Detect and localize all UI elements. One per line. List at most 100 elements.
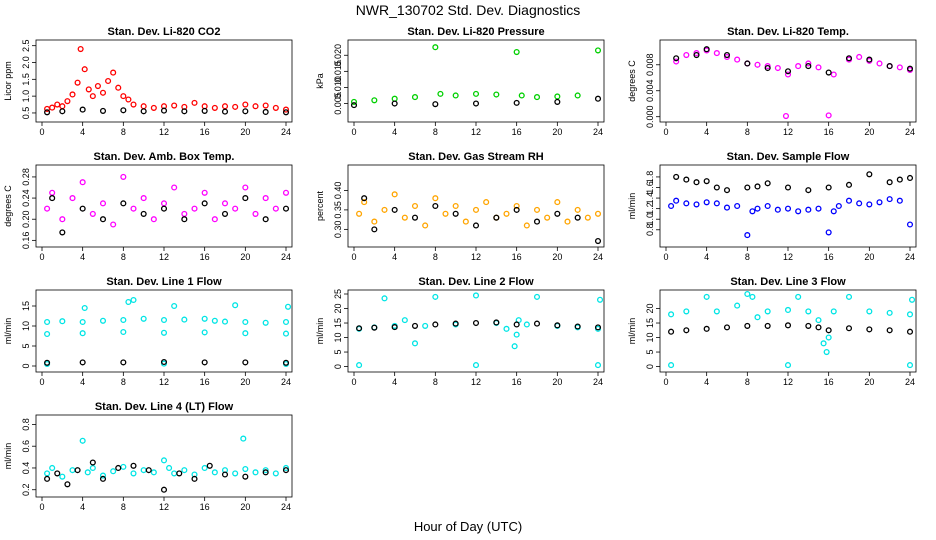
data-point <box>282 467 290 474</box>
data-point <box>160 358 168 366</box>
x-tick-label: 0 <box>351 127 356 137</box>
panel-3: Stan. Dev. Li-820 Temp. degrees C 0 4 8 12 16 2… <box>627 26 917 137</box>
data-point <box>544 214 551 221</box>
data-point <box>171 302 178 310</box>
data-point <box>825 327 832 334</box>
data-point <box>518 92 525 99</box>
y-tick-label: 1.2 <box>645 202 655 215</box>
data-point <box>181 467 188 474</box>
x-tick-label: 24 <box>281 502 291 512</box>
data-point <box>866 201 873 208</box>
data-point <box>845 325 853 332</box>
series-black <box>668 322 914 335</box>
data-point <box>99 472 107 479</box>
data-point <box>206 462 213 469</box>
data-point <box>906 328 914 335</box>
data-point <box>749 208 756 215</box>
data-point <box>145 467 152 474</box>
data-point <box>181 216 188 223</box>
data-point <box>823 348 830 356</box>
data-point <box>452 92 459 99</box>
panel-6: Stan. Dev. Sample Flow ml/min 0 4 8 12 16 20 24 0… <box>627 151 917 262</box>
data-point <box>242 195 249 202</box>
data-point <box>391 206 398 213</box>
y-tick-label: 15 <box>333 318 343 328</box>
data-point <box>89 210 96 217</box>
data-point <box>81 304 88 312</box>
x-tick-label: 16 <box>512 127 522 137</box>
data-point <box>795 293 802 300</box>
y-tick-label: 2.5 <box>21 39 31 52</box>
data-point <box>110 468 117 475</box>
y-tick-label: 0.35 <box>333 201 343 219</box>
data-point <box>99 89 107 96</box>
panel-title: Stan. Dev. Li-820 CO2 <box>108 26 221 38</box>
data-point <box>668 202 675 210</box>
data-point <box>59 216 66 223</box>
x-tick-label: 0 <box>663 377 668 387</box>
x-tick-label: 24 <box>281 252 291 262</box>
data-point <box>232 470 239 477</box>
data-point <box>262 319 269 326</box>
data-point <box>361 195 368 202</box>
data-point <box>503 325 510 332</box>
data-point <box>784 68 792 75</box>
data-point <box>242 466 249 473</box>
data-point <box>594 362 602 369</box>
data-point <box>69 195 76 202</box>
data-point <box>272 205 279 212</box>
y-axis-label: ml/min <box>627 318 637 345</box>
y-axis-label: kPa <box>315 73 325 89</box>
data-point <box>554 93 561 100</box>
data-point <box>866 171 873 178</box>
data-point <box>908 296 916 303</box>
data-point <box>211 469 218 476</box>
data-point <box>764 180 771 187</box>
data-point <box>181 210 188 217</box>
data-point <box>815 205 822 212</box>
data-point <box>411 202 419 210</box>
data-point <box>906 362 914 369</box>
data-point <box>596 296 604 303</box>
data-point <box>89 93 96 100</box>
data-point <box>79 359 86 366</box>
data-point <box>594 238 602 245</box>
y-tick-label: 1.4 <box>645 192 655 205</box>
series-black <box>350 95 602 109</box>
data-point <box>201 200 208 207</box>
data-point <box>211 104 218 111</box>
data-point <box>371 97 378 104</box>
data-point <box>764 63 771 70</box>
x-tick-label: 12 <box>159 127 169 137</box>
data-point <box>89 464 96 472</box>
data-point <box>221 103 229 110</box>
data-point <box>59 229 66 236</box>
data-point <box>754 183 761 190</box>
data-point <box>805 187 812 194</box>
y-axis-label: ml/min <box>3 443 13 470</box>
x-tick-label: 8 <box>121 252 126 262</box>
data-point <box>84 469 91 476</box>
data-point <box>513 321 520 328</box>
data-point <box>77 45 84 53</box>
data-point <box>452 320 459 327</box>
data-point <box>825 69 832 76</box>
x-tick-label: 12 <box>783 252 793 262</box>
data-point <box>866 308 873 315</box>
data-point <box>242 101 249 108</box>
x-tick-label: 20 <box>240 252 250 262</box>
data-point <box>564 218 571 225</box>
x-tick-label: 4 <box>392 252 397 262</box>
panel-title: Stan. Dev. Amb. Box Temp. <box>94 151 235 163</box>
data-point <box>886 196 893 203</box>
x-tick-label: 8 <box>745 127 750 137</box>
data-point <box>252 103 259 110</box>
y-axis-label: Licor ppm <box>3 61 13 101</box>
data-point <box>876 60 883 67</box>
data-point <box>784 205 792 212</box>
data-point <box>99 317 107 324</box>
panel-title: Stan. Dev. Line 1 Flow <box>106 276 222 288</box>
panel-4: Stan. Dev. Amb. Box Temp. degrees C 0 4 8 12 1… <box>3 151 293 262</box>
data-point <box>483 199 490 206</box>
data-point <box>533 206 541 213</box>
